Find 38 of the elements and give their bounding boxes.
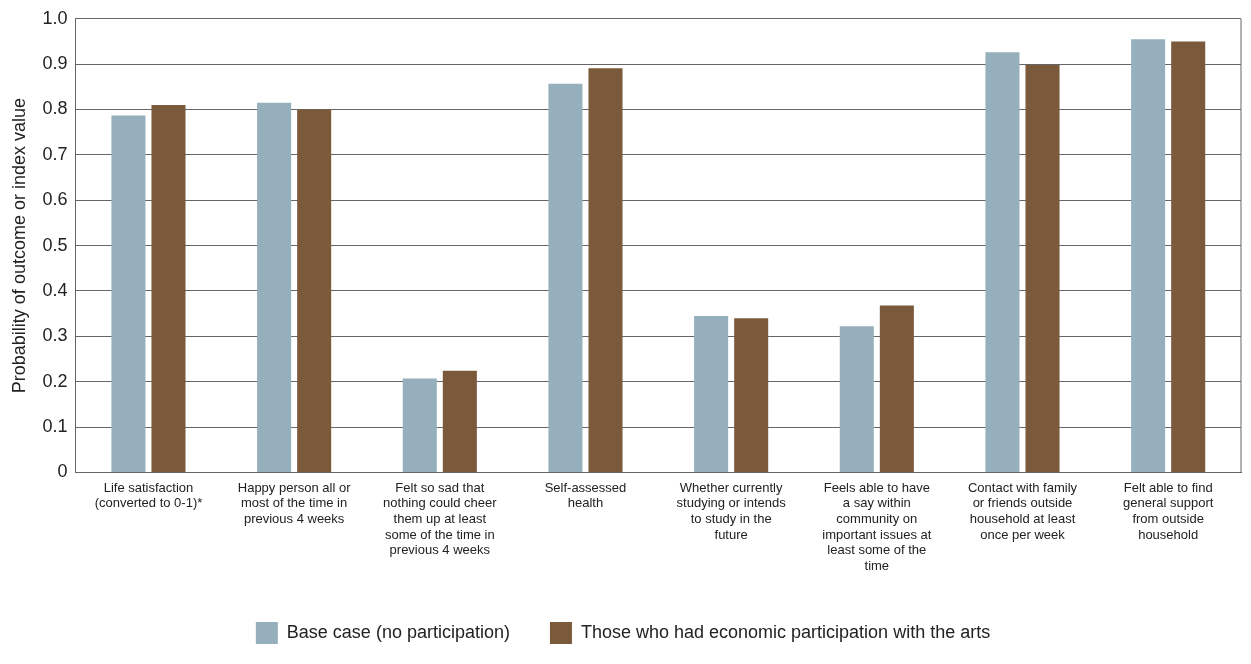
x-tick-label: Contact with family or friends outside household at least once per week <box>967 479 1078 542</box>
x-tick-label: Whether currently studying or intends to study in the future <box>676 479 787 542</box>
bar <box>985 52 1020 472</box>
y-tick-label: 0.1 <box>42 416 68 437</box>
y-tick-label: 0.8 <box>42 98 68 119</box>
x-tick-label: Felt so sad that nothing could cheer them up at least some of the time in previous 4 weeks <box>383 479 498 558</box>
bar <box>734 318 769 472</box>
x-tick-label: Feels able to have a say within community on important issues at least some of the time <box>822 479 932 573</box>
bar <box>297 109 332 472</box>
x-tick-label: Felt able to find general support from outside household <box>1122 479 1214 542</box>
bar <box>879 305 914 472</box>
y-tick-label: 0 <box>57 461 68 482</box>
y-tick-label: 0.4 <box>42 279 68 300</box>
legend-label: Base case (no participation) <box>286 621 510 642</box>
x-tick-label: Life satisfaction (converted to 0-1)* <box>94 479 203 511</box>
y-tick-label: 1.0 <box>42 7 68 28</box>
y-tick-label: 0.9 <box>42 53 68 74</box>
bar <box>1025 65 1060 472</box>
y-tick-label: 0.2 <box>42 370 68 391</box>
bar <box>1171 41 1206 472</box>
legend-label: Those who had economic participation with the arts <box>580 621 991 642</box>
bar <box>442 370 477 472</box>
bar <box>839 326 874 472</box>
y-tick-label: 0.3 <box>42 325 68 346</box>
x-tick-label: Happy person all or most of the time in previous 4 weeks <box>237 479 352 526</box>
y-tick-label: 0.7 <box>42 143 68 164</box>
x-tick-label: Self-assessed health <box>544 479 627 511</box>
bar <box>257 102 292 472</box>
bar <box>151 104 186 472</box>
bar <box>402 378 437 472</box>
bar <box>588 68 623 472</box>
y-tick-label: 0.6 <box>42 189 68 210</box>
bar <box>111 115 146 472</box>
bar <box>548 83 583 472</box>
y-axis-title: Probability of outcome or index value <box>8 98 29 394</box>
bar <box>1131 39 1166 472</box>
bar <box>694 315 729 472</box>
y-tick-label: 0.5 <box>42 234 68 255</box>
